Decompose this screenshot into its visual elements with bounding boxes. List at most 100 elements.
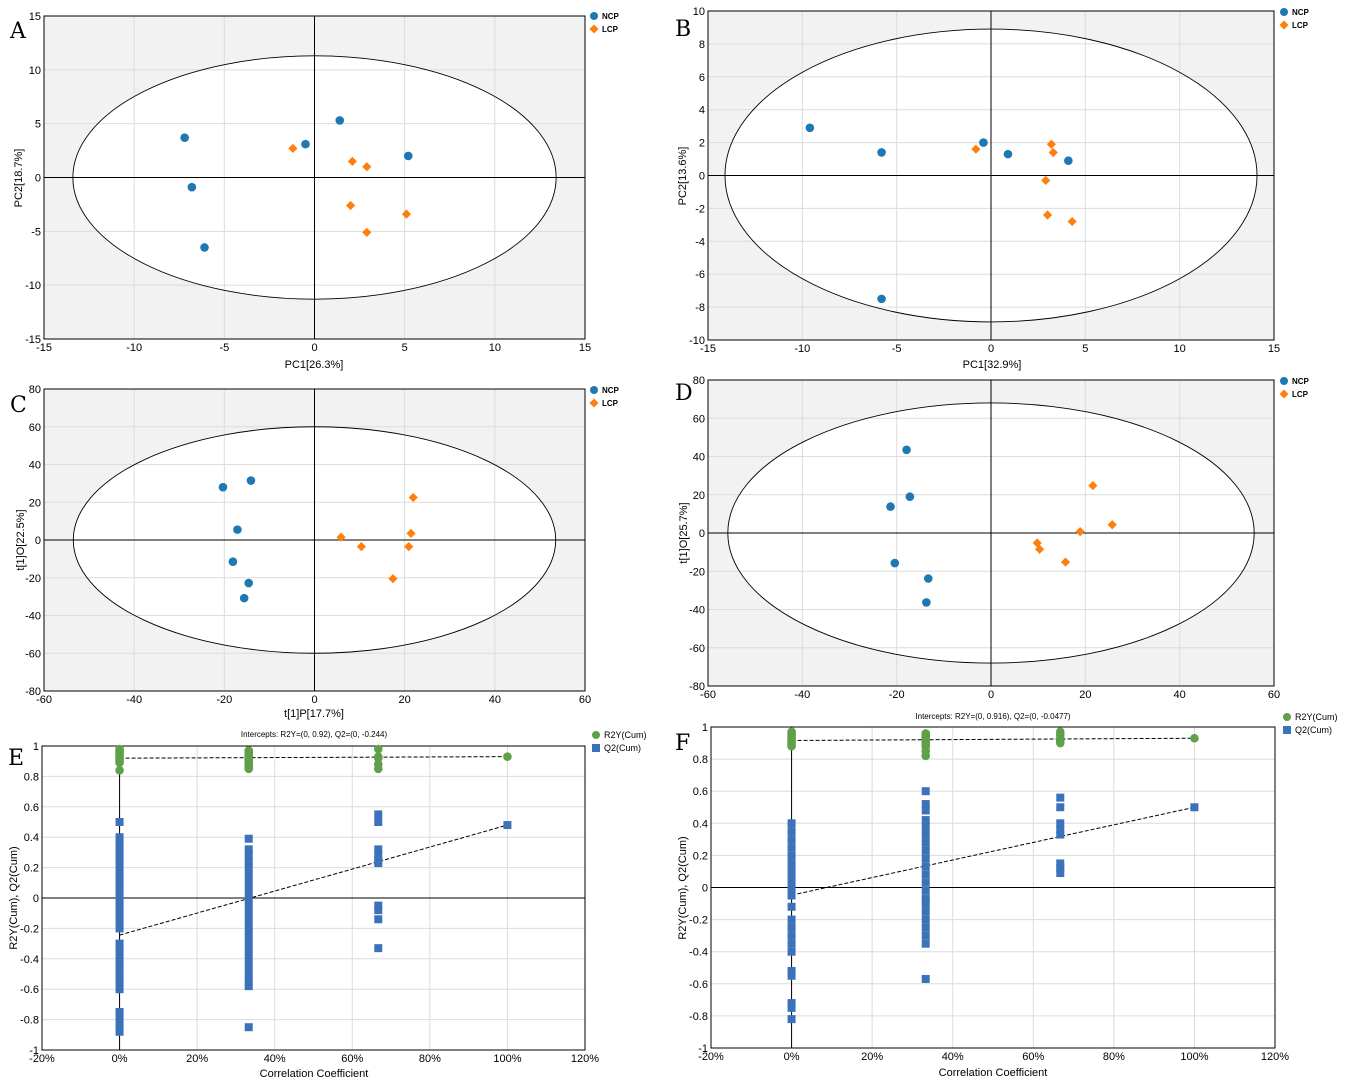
data-point-q2-cum- [115,962,124,971]
regression-line [791,806,1195,896]
data-point-q2-cum- [787,859,796,868]
data-point-q2-cum- [787,1003,796,1012]
y-tick-label: -1 [698,1043,708,1055]
data-point-ncp [244,578,253,588]
y-tick-label: -60 [689,643,705,655]
data-point-q2-cum- [787,875,796,884]
data-point-ncp [1064,156,1073,165]
data-point-q2-cum- [787,851,796,860]
y-tick-label: -4 [695,236,705,248]
data-point-q2-cum- [244,947,253,956]
y-tick-label: -10 [25,280,41,292]
y-tick-label: -0.2 [689,915,708,927]
x-tick-label: 60% [341,1053,363,1065]
x-tick-label: -20 [889,689,905,701]
x-tick-label: -40 [794,689,810,701]
y-tick-label: 1 [33,741,39,753]
data-point-lcp [1034,544,1045,554]
x-tick-label: 0 [988,689,994,701]
y-tick-label: -0.2 [20,923,39,935]
x-tick-label: 60 [579,694,591,706]
data-point-q2-cum- [115,871,124,880]
legend-item: LCP [1279,389,1309,399]
data-point-lcp [1041,175,1051,186]
legend-marker [1280,8,1288,16]
data-point-r2y-cum- [373,753,383,763]
legend-item: R2Y(Cum) [592,730,647,740]
data-point-ncp [1003,149,1013,159]
chart-panel-e: -20% 0% 20% 40% 60% 80% 100% 120% -1 -0.8 -0.6 -0.4… [8,730,647,1080]
chart-title: Intercepts: R2Y=(0, 0.916), Q2=(0, -0.04… [915,712,1071,721]
data-point-q2-cum- [115,833,124,842]
data-point-q2-cum- [787,843,796,852]
y-tick-label: 20 [29,497,41,509]
legend-item: NCP [1280,8,1310,17]
data-point-q2-cum- [921,800,930,809]
panel-letter: F [675,731,690,756]
y-tick-label: 0.8 [693,754,708,766]
x-tick-label: 120% [571,1053,599,1065]
x-tick-label: -15 [36,342,52,354]
data-point-q2-cum- [1056,819,1065,828]
data-point-ncp [187,182,197,192]
data-point-q2-cum- [921,816,930,825]
legend-item: LCP [1279,20,1309,30]
plot-frame [43,15,586,340]
data-point-q2-cum- [1056,869,1065,878]
legend-label: NCP [1292,8,1310,17]
data-point-r2y-cum- [787,741,796,751]
y-tick-label: 40 [693,452,705,464]
chart-title: Intercepts: R2Y=(0, 0.92), Q2=(0, -0.244… [241,730,388,739]
legend-label: R2Y(Cum) [604,730,647,740]
plot-frame [43,388,586,692]
y-tick-label: 2 [699,138,705,150]
data-point-q2-cum- [115,916,124,925]
y-tick-label: -0.8 [20,1015,39,1027]
legend-item: NCP [590,12,620,21]
x-tick-label: 20% [861,1051,883,1063]
legend-marker [1279,389,1289,399]
legend-item: Q2(Cum) [1283,725,1332,735]
legend-item: NCP [590,386,620,395]
y-tick-label: 5 [35,119,41,131]
y-tick-label: 10 [29,65,41,77]
data-point-q2-cum- [115,818,124,826]
x-tick-label: 0 [311,694,317,706]
data-point-q2-cum- [921,907,930,916]
x-tick-label: 120% [1261,1051,1289,1063]
regression-line [791,737,1195,741]
x-axis-label: PC1[26.3%] [285,359,344,371]
x-tick-label: 0 [311,342,317,354]
y-tick-label: -2 [695,203,705,215]
data-point-r2y-cum- [1190,733,1199,743]
data-point-ncp [233,525,242,534]
panel-letter: E [8,746,24,771]
data-point-ncp [403,151,413,161]
x-tick-label: -10 [794,343,810,355]
plot-frame [710,726,1276,1049]
y-tick-label: 0.6 [24,802,39,814]
y-tick-label: -80 [25,686,41,698]
x-tick-label: 40 [1174,689,1186,701]
y-tick-label: 80 [693,375,705,387]
data-point-q2-cum- [787,923,796,932]
x-tick-label: -20% [29,1053,55,1065]
legend-marker [590,12,598,20]
data-point-lcp [1107,520,1117,530]
data-point-q2-cum- [374,845,383,854]
data-point-q2-cum- [787,939,796,948]
data-point-q2-cum- [374,915,383,924]
data-point-q2-cum- [1190,803,1199,812]
data-point-q2-cum- [115,1015,124,1024]
data-point-q2-cum- [787,891,796,900]
legend-marker [1283,713,1291,721]
y-tick-label: -1 [29,1045,39,1057]
data-point-q2-cum- [115,954,124,963]
y-tick-label: 8 [699,39,705,51]
data-point-q2-cum- [1056,803,1065,812]
data-point-q2-cum- [244,982,253,991]
x-tick-label: 10 [489,342,501,354]
data-point-lcp [1067,216,1077,227]
data-point-q2-cum- [115,848,124,857]
data-point-q2-cum- [244,834,253,843]
